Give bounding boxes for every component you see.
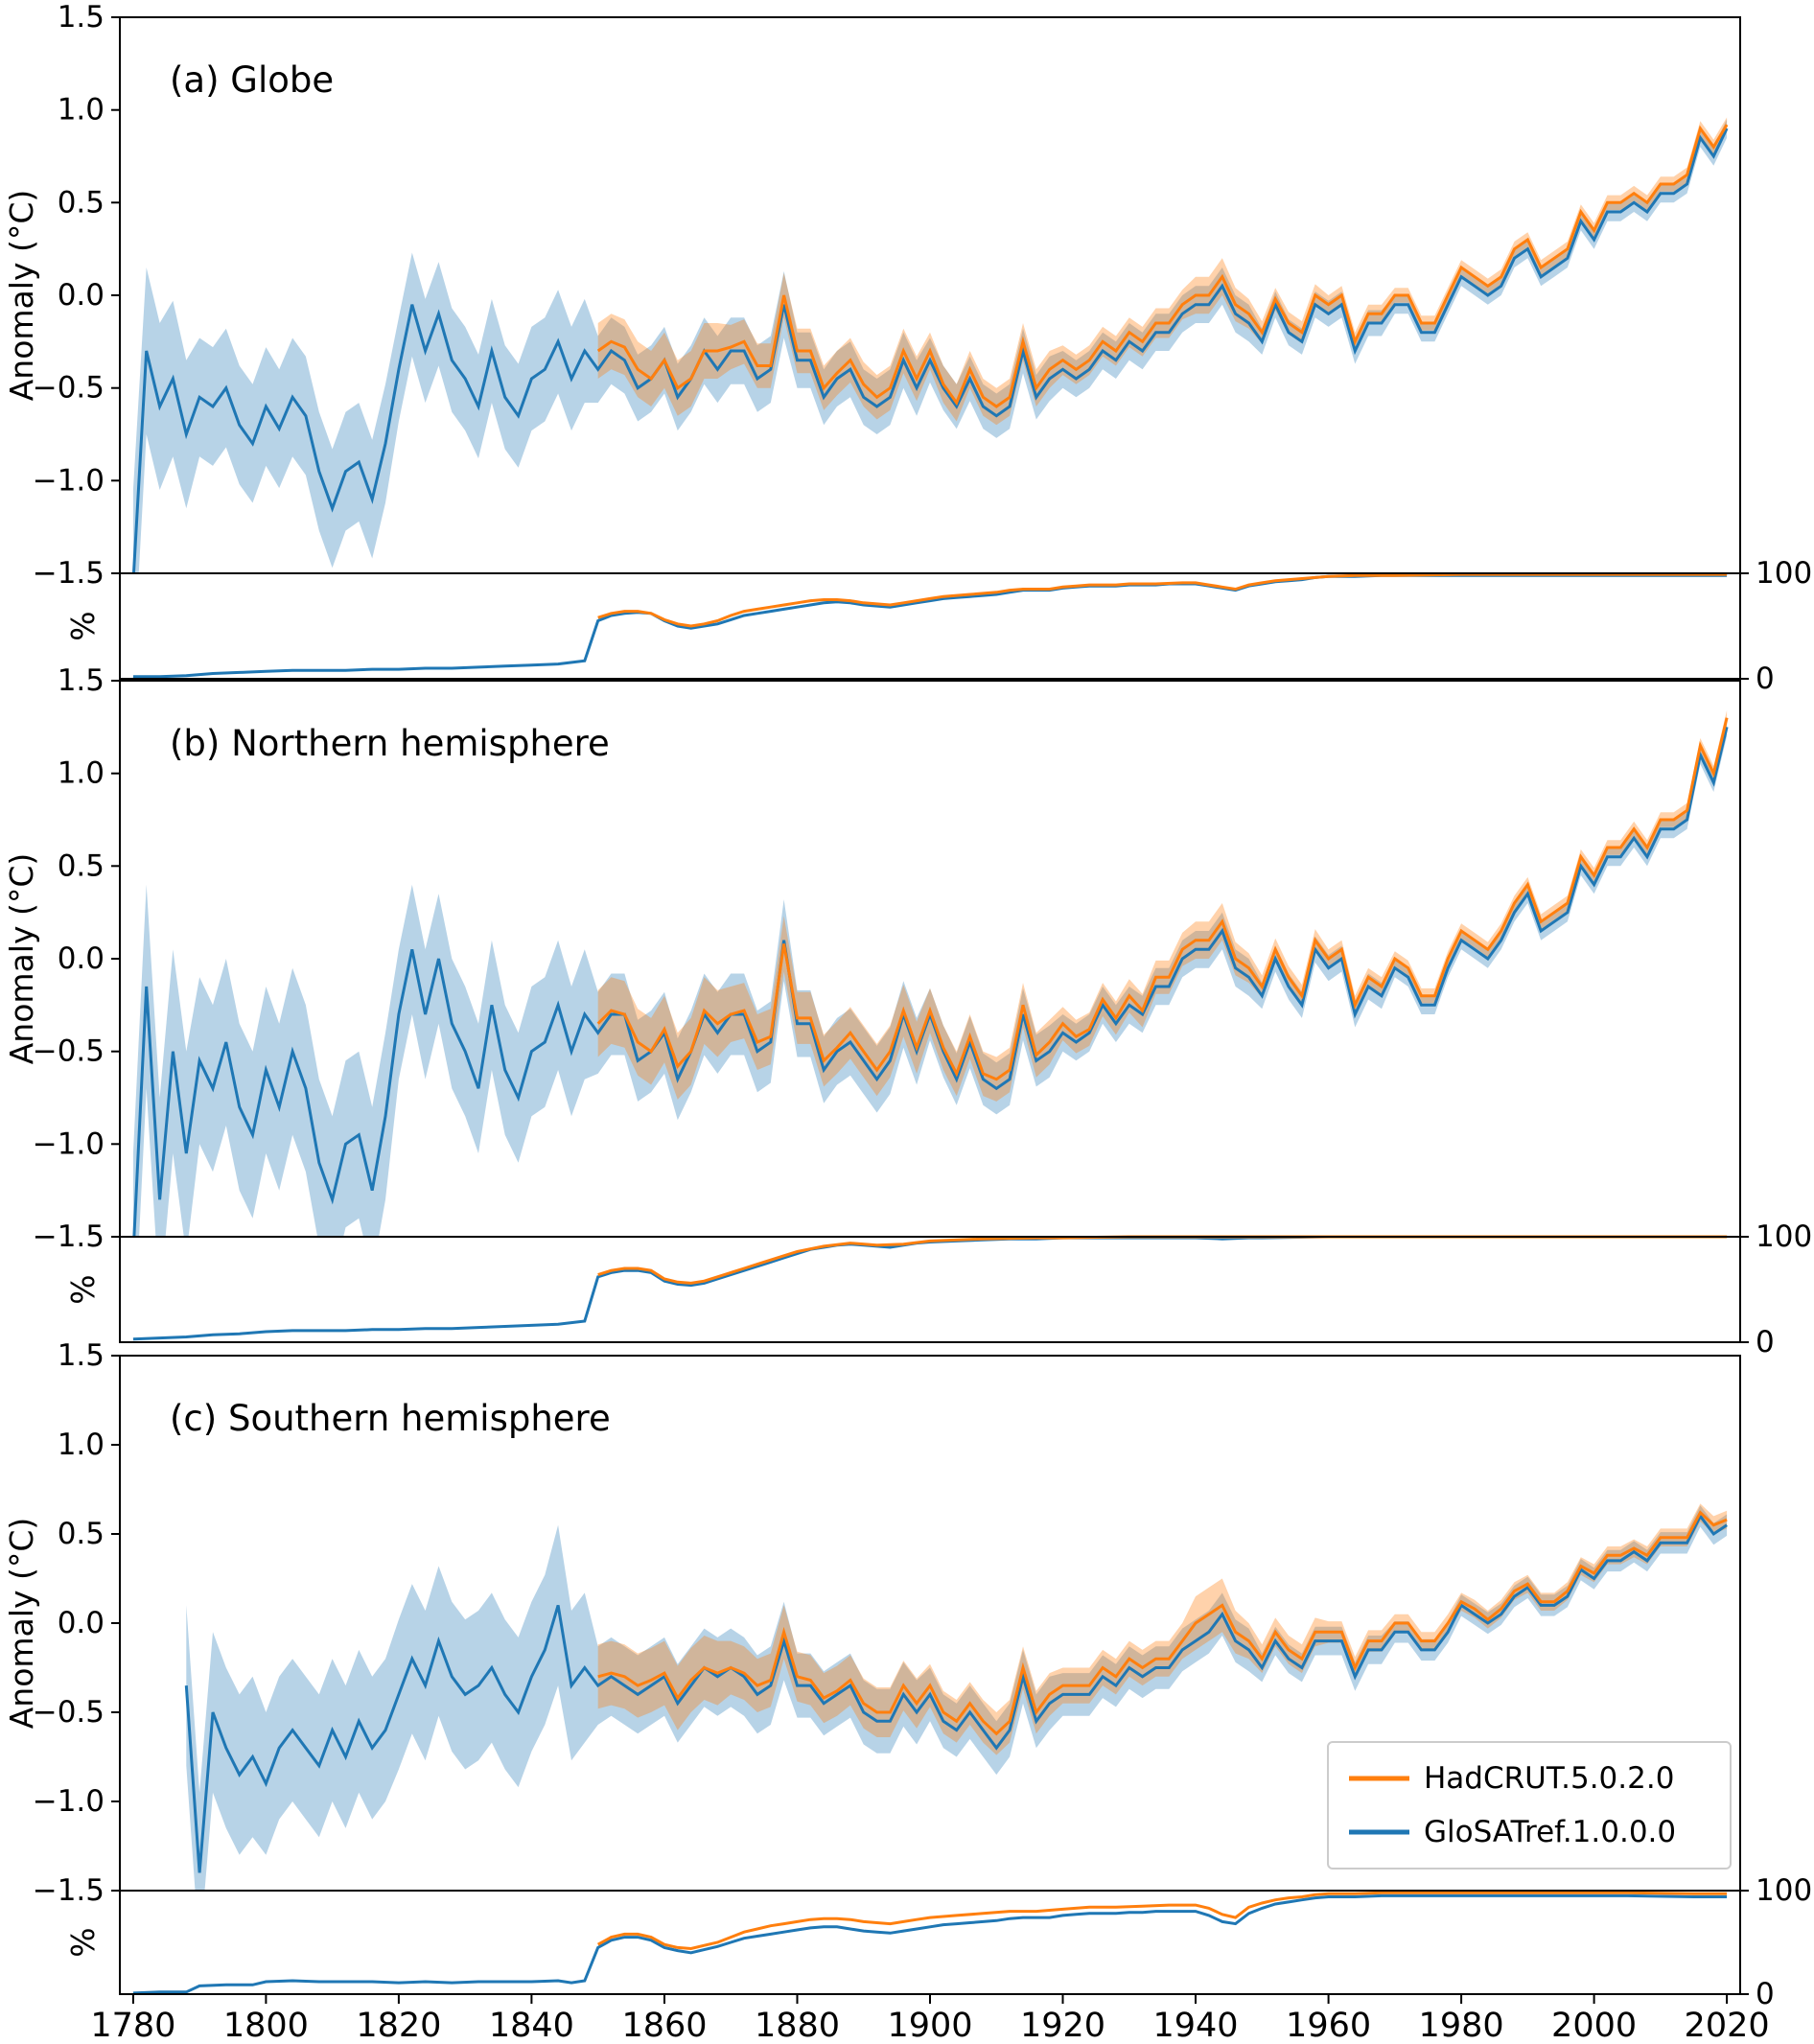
- coverage-tick-label: 0: [1756, 662, 1775, 696]
- y-tick-label: 1.0: [58, 93, 105, 128]
- panel-c-coverage-hadcrut-line: [596, 1891, 1728, 1951]
- y-tick-label: −1.5: [33, 1873, 105, 1908]
- panel-b-uncertainty-bands: [132, 709, 1728, 1237]
- x-tick-label: 1820: [356, 2007, 441, 2044]
- panel-c-coverage-frame: [119, 1890, 1741, 1995]
- x-tick-label: 1980: [1419, 2007, 1504, 2044]
- y-tick-label: 0.5: [58, 848, 105, 883]
- coverage-tick-label: 100: [1756, 556, 1812, 591]
- panel-a-y-axis: 1.5 1.0 0.5 0.0 −0.5 −1.0 −1.5: [33, 0, 120, 591]
- x-tick-label: 1920: [1020, 2007, 1105, 2044]
- x-tick-label: 2020: [1685, 2007, 1770, 2044]
- panel-b-anomaly-lines: [132, 717, 1729, 1237]
- x-tick-label: 2000: [1551, 2007, 1637, 2044]
- y-tick-label: −1.0: [33, 1127, 105, 1161]
- panel-b-title: (b) Northern hemisphere: [170, 723, 610, 764]
- x-tick-label: 1800: [223, 2007, 309, 2044]
- y-tick-label: −1.0: [33, 1784, 105, 1819]
- panel-c-y-axis: 1.5 1.0 0.5 0.0 −0.5 −1.0 −1.5: [33, 1338, 120, 1908]
- y-tick-label: −0.5: [33, 1695, 105, 1730]
- panel-a-uncertainty-bands: [132, 117, 1728, 573]
- panel-c-hadcrut-band: [597, 1503, 1728, 1755]
- coverage-tick-label: 0: [1756, 1977, 1775, 2011]
- panel-b-coverage-hadcrut-line: [597, 1235, 1728, 1285]
- panel-c-glosat-band: [186, 1505, 1728, 1891]
- panel-c-coverage-right-axis: 100 0: [1740, 1873, 1812, 2011]
- panel-c-coverage-ylabel: %: [64, 1927, 102, 1957]
- y-tick-label: 1.5: [58, 663, 105, 698]
- panel-a-glosat-line: [131, 128, 1729, 573]
- panel-a-title: (a) Globe: [170, 59, 334, 101]
- y-tick-label: 0.0: [58, 1606, 105, 1640]
- panel-b-y-axis: 1.5 1.0 0.5 0.0 −0.5 −1.0 −1.5: [33, 663, 120, 1254]
- panel-a-hadcrut-line: [596, 124, 1729, 408]
- coverage-tick-label: 0: [1756, 1325, 1775, 1359]
- x-tick-label: 1860: [621, 2007, 707, 2044]
- panel-c-coverage-glosat-line: [132, 1893, 1728, 1995]
- panel-a-coverage-right-axis: 100 0: [1740, 556, 1812, 696]
- panel-b-coverage-glosat-line: [132, 1235, 1728, 1341]
- panel-c-title: (c) Southern hemisphere: [170, 1398, 611, 1439]
- panel-c-ylabel: Anomaly (°C): [3, 1518, 40, 1730]
- panel-b-ylabel: Anomaly (°C): [3, 853, 40, 1065]
- y-tick-label: 1.0: [58, 756, 105, 791]
- y-tick-label: 1.5: [58, 0, 105, 35]
- panel-a-ylabel: Anomaly (°C): [3, 190, 40, 402]
- panel-a-coverage-frame: [119, 572, 1741, 680]
- panel-c-uncertainty-bands: [186, 1503, 1728, 1891]
- y-tick-label: 1.0: [58, 1428, 105, 1462]
- panel-c-coverage-lines: [132, 1891, 1728, 1995]
- x-tick-label: 1840: [489, 2007, 574, 2044]
- legend: HadCRUT.5.0.2.0 GloSATref.1.0.0.0: [1327, 1741, 1732, 1870]
- legend-label: HadCRUT.5.0.2.0: [1424, 1761, 1674, 1796]
- y-tick-label: −0.5: [33, 371, 105, 406]
- panel-b-coverage-lines: [132, 1235, 1728, 1341]
- y-tick-label: 1.5: [58, 1338, 105, 1373]
- y-tick-label: 0.0: [58, 941, 105, 976]
- x-tick-label: 1880: [755, 2007, 840, 2044]
- x-axis: 1780 1800 1820 1840 1860 1880 1900 1920 1940 1960…: [90, 1994, 1770, 2044]
- y-tick-label: −0.5: [33, 1034, 105, 1069]
- panel-b-coverage-right-axis: 100 0: [1740, 1219, 1812, 1359]
- x-tick-label: 1900: [887, 2007, 972, 2044]
- panel-b-coverage-ylabel: %: [64, 1274, 102, 1304]
- panel-b-glosat-band: [132, 717, 1728, 1237]
- y-tick-label: 0.5: [58, 185, 105, 220]
- y-tick-label: −1.5: [33, 1219, 105, 1254]
- coverage-tick-label: 100: [1756, 1219, 1812, 1254]
- x-tick-label: 1940: [1152, 2007, 1238, 2044]
- panel-a-hadcrut-band: [597, 117, 1728, 426]
- y-tick-label: 0.5: [58, 1517, 105, 1551]
- panel-a-coverage-ylabel: %: [64, 611, 102, 640]
- panel-c-anomaly-lines: [184, 1510, 1728, 1873]
- panel-b-coverage-frame: [119, 1236, 1741, 1343]
- panel-a-coverage-lines: [132, 572, 1728, 679]
- panel-c-glosat-line: [184, 1513, 1728, 1873]
- legend-label: GloSATref.1.0.0.0: [1424, 1815, 1676, 1849]
- legend-box: [1327, 1741, 1732, 1870]
- panel-c-hadcrut-line: [597, 1510, 1728, 1736]
- y-tick-label: −1.0: [33, 463, 105, 498]
- y-tick-label: 0.0: [58, 278, 105, 313]
- coverage-tick-label: 100: [1756, 1873, 1812, 1908]
- panel-b-hadcrut-line: [596, 717, 1729, 1081]
- panel-a-coverage-hadcrut-line: [597, 572, 1728, 628]
- panel-a-anomaly-lines: [131, 124, 1729, 573]
- x-tick-label: 1780: [90, 2007, 175, 2044]
- x-tick-label: 1960: [1286, 2007, 1371, 2044]
- panel-a-coverage-glosat-line: [132, 573, 1728, 679]
- y-tick-label: −1.5: [33, 556, 105, 591]
- panel-a-glosat-band: [132, 119, 1728, 573]
